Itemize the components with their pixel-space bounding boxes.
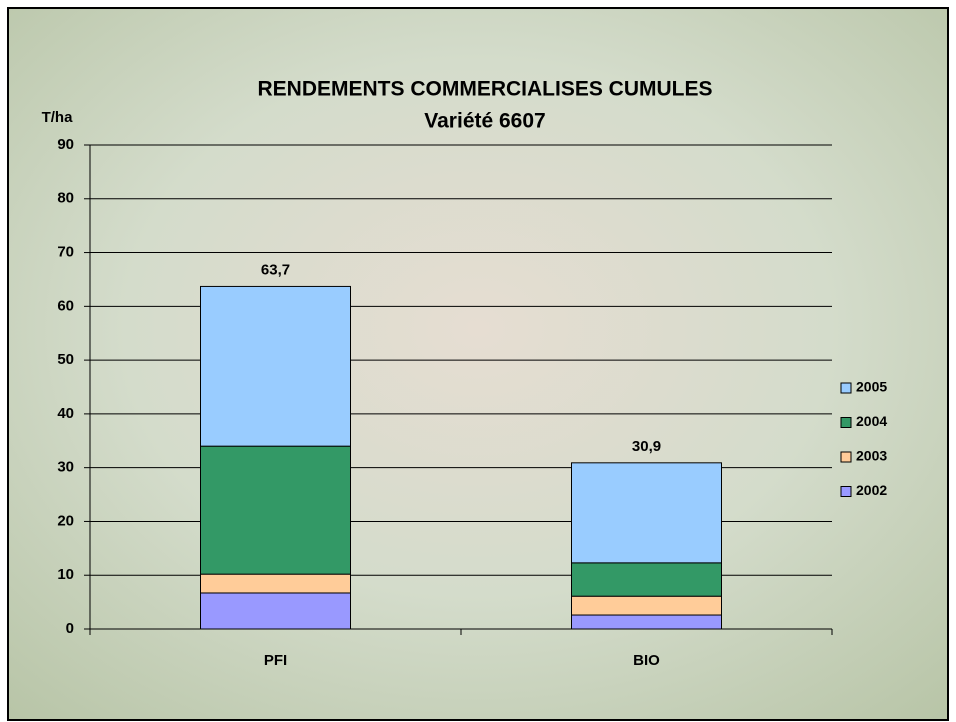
legend-label: 2003 bbox=[856, 448, 887, 464]
y-tick-label: 30 bbox=[57, 459, 74, 476]
bar-segment bbox=[571, 462, 722, 564]
chart-subtitle: Variété 6607 bbox=[424, 110, 545, 133]
y-tick-label: 80 bbox=[57, 190, 74, 207]
legend-label: 2004 bbox=[856, 413, 887, 429]
x-tick-label: PFI bbox=[264, 652, 287, 669]
bar-segment bbox=[200, 445, 351, 575]
y-tick-label: 50 bbox=[57, 351, 74, 368]
legend-swatch bbox=[840, 382, 852, 394]
bar-segment bbox=[200, 285, 351, 447]
legend-swatch bbox=[840, 451, 852, 463]
bar-segment bbox=[571, 614, 722, 630]
total-label: 63,7 bbox=[261, 261, 290, 278]
bar-segment bbox=[200, 592, 351, 630]
y-tick-label: 10 bbox=[57, 566, 74, 583]
y-tick-label: 40 bbox=[57, 405, 74, 422]
y-tick-label: 90 bbox=[57, 136, 74, 153]
legend-label: 2005 bbox=[856, 379, 887, 395]
y-tick-label: 70 bbox=[57, 244, 74, 261]
y-tick-label: 20 bbox=[57, 512, 74, 529]
y-tick-label: 0 bbox=[66, 620, 74, 637]
legend-swatch bbox=[840, 417, 852, 428]
total-label: 30,9 bbox=[632, 438, 661, 455]
legend-swatch bbox=[840, 486, 852, 497]
y-axis-label: T/ha bbox=[42, 109, 73, 126]
bar-segment bbox=[571, 595, 722, 616]
x-tick-label: BIO bbox=[633, 652, 660, 669]
bar-segment bbox=[571, 562, 722, 597]
bar-segment bbox=[200, 573, 351, 594]
chart-frame bbox=[7, 7, 949, 721]
legend-label: 2002 bbox=[856, 482, 887, 498]
chart-title: RENDEMENTS COMMERCIALISES CUMULES bbox=[257, 78, 712, 101]
y-tick-label: 60 bbox=[57, 297, 74, 314]
